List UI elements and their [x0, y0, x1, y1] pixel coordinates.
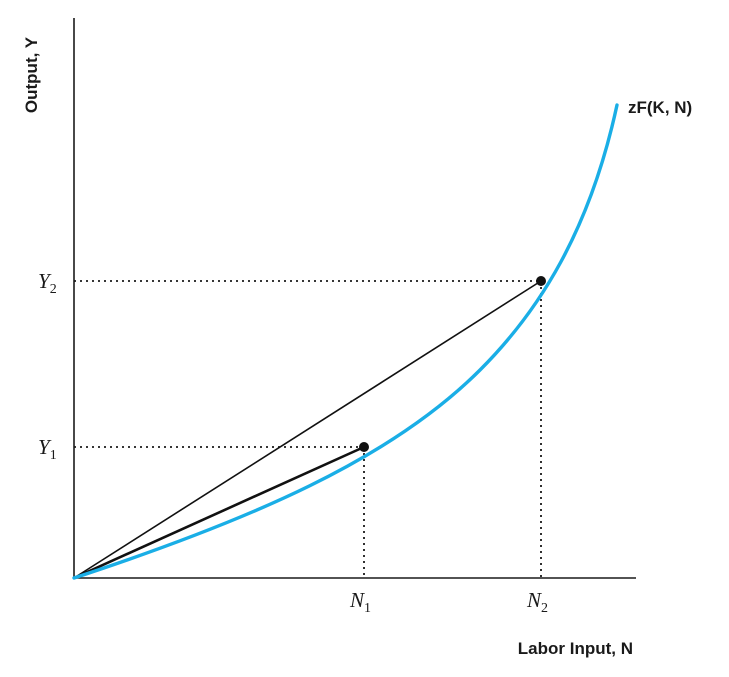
- y-axis-title: Output, Y: [22, 36, 41, 113]
- n2-label: N2: [526, 588, 548, 616]
- ray-to-point-2: [73, 280, 542, 579]
- y1-label: Y1: [38, 435, 57, 463]
- point-1-marker: [359, 442, 369, 452]
- production-function-curve: [72, 103, 619, 580]
- x-axis-title: Labor Input, N: [518, 639, 633, 658]
- curve-label: zF(K, N): [628, 98, 692, 117]
- y2-label: Y2: [38, 269, 57, 297]
- point-2-marker: [536, 276, 546, 286]
- ray-to-point-1: [73, 445, 365, 580]
- n1-label: N1: [349, 588, 371, 616]
